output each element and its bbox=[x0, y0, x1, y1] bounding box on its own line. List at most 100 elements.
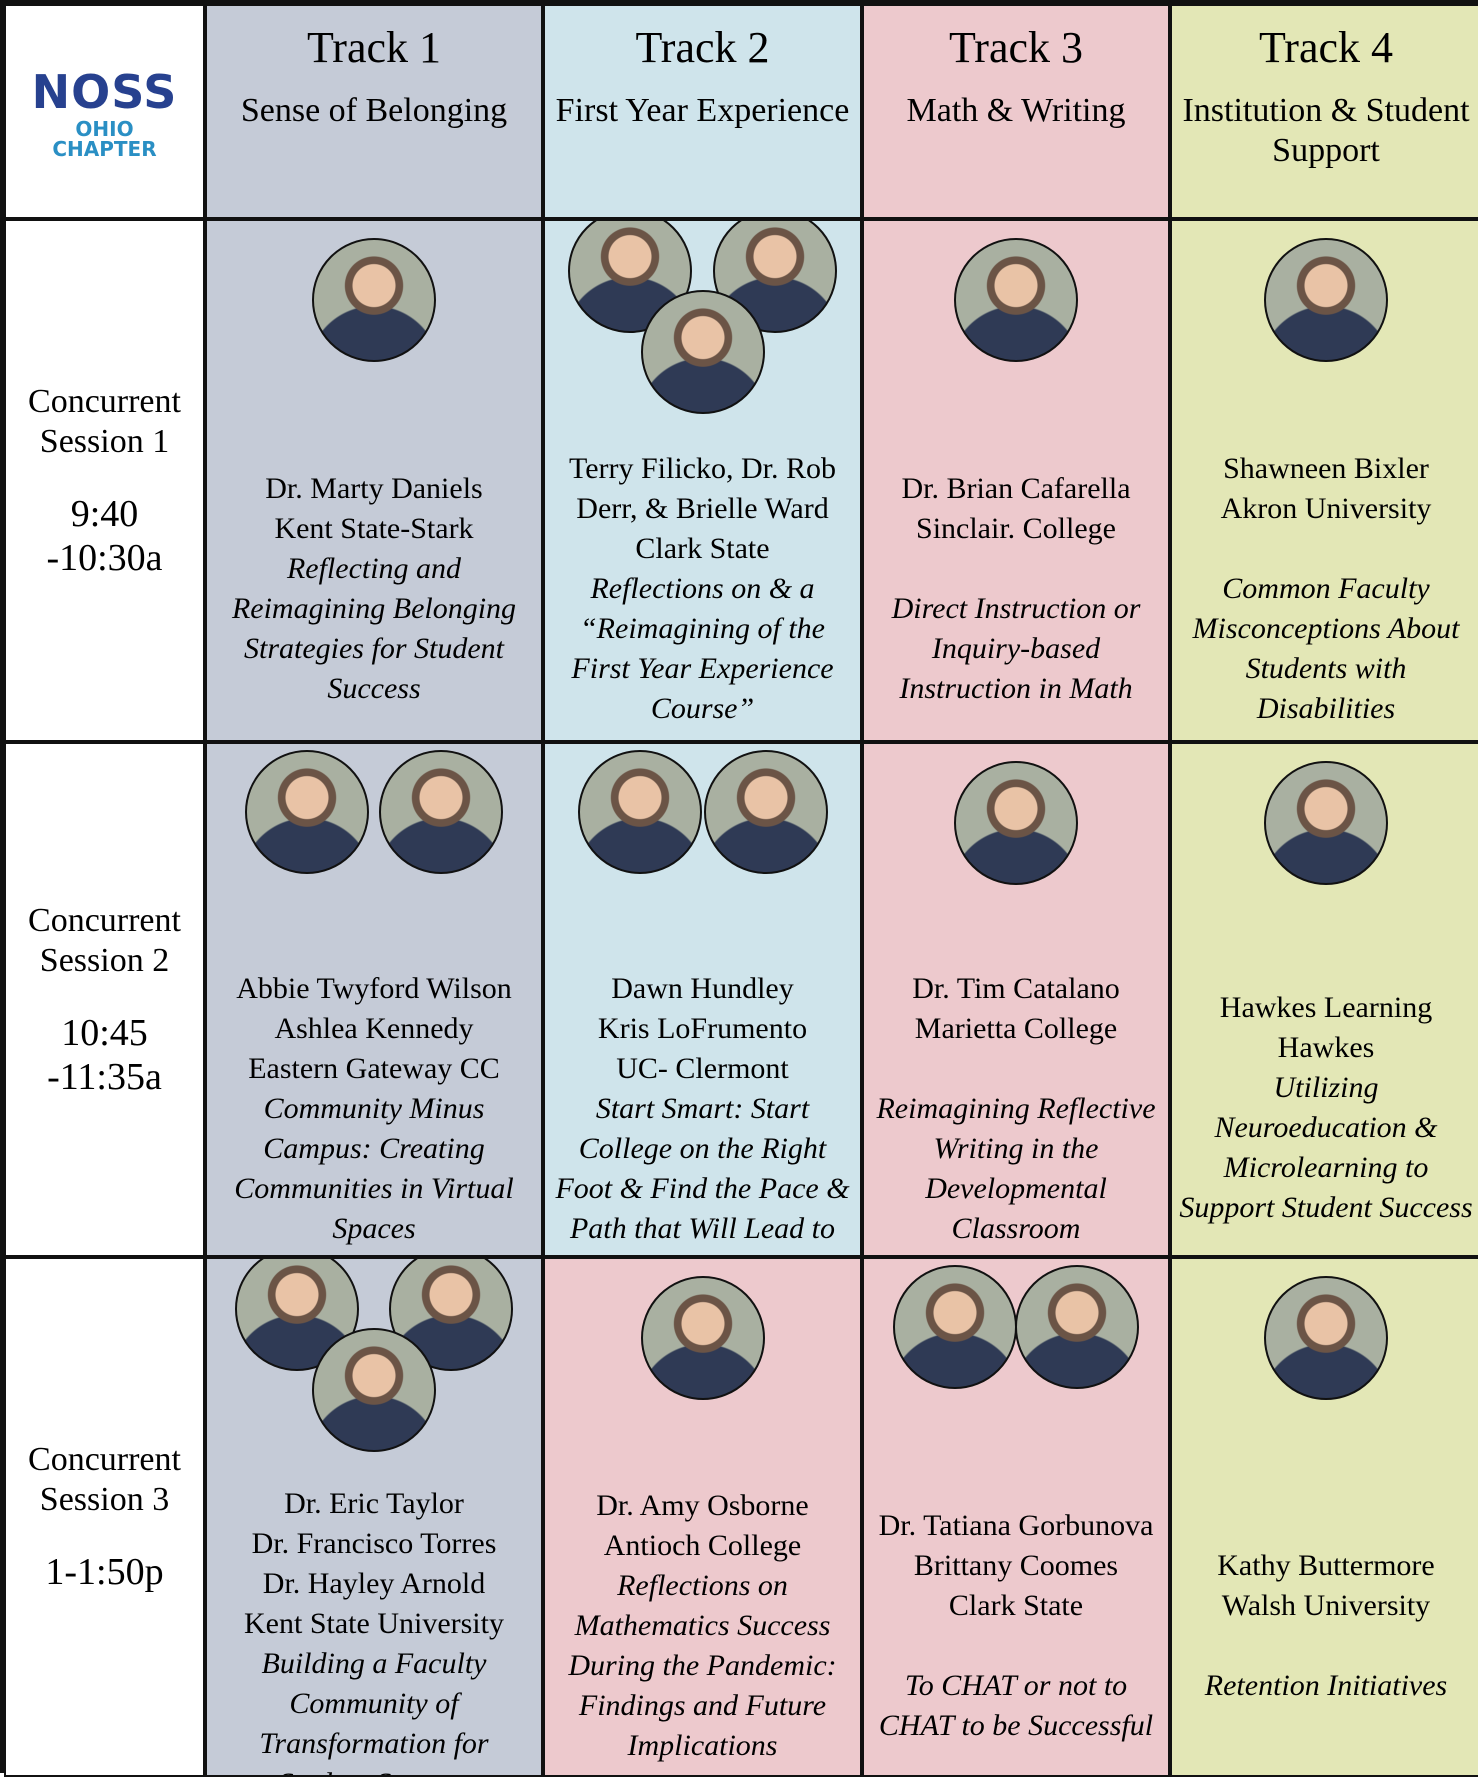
session-time: 10:45 -11:35a bbox=[47, 1011, 162, 1099]
logo: NOSS OHIO CHAPTER bbox=[32, 65, 178, 159]
photo-group bbox=[1172, 1259, 1478, 1484]
speaker-line: Hawkes Learning bbox=[1219, 991, 1433, 1024]
speaker-line: Dawn Hundley bbox=[611, 972, 794, 1005]
speaker-photo bbox=[1264, 760, 1388, 885]
presentation-title: Direct Instruction or Inquiry-based Inst… bbox=[891, 592, 1141, 705]
speaker-photo bbox=[640, 289, 765, 414]
session-name: Concurrent Session 3 bbox=[28, 1441, 181, 1518]
presentation-title: Building a Faculty Community of Transfor… bbox=[259, 1647, 489, 1775]
track-title: Track 2 bbox=[635, 23, 770, 72]
session-label: Concurrent Session 2 10:45 -11:35a bbox=[4, 742, 205, 1257]
speaker-line: Akron University bbox=[1220, 492, 1432, 525]
session-cell: Dr. Brian Cafarella Sinclair. College Dire… bbox=[862, 219, 1170, 742]
speaker-line: Antioch College bbox=[603, 1528, 802, 1562]
session-time: 1-1:50p bbox=[45, 1550, 163, 1594]
speaker-photo bbox=[1264, 237, 1388, 362]
speaker-line: Kris LoFrumento bbox=[597, 1012, 808, 1045]
track-subtitle: Math & Writing bbox=[906, 92, 1126, 129]
session-details: Dawn Hundley Kris LoFrumento UC- Clermont S… bbox=[545, 969, 860, 1255]
photo-group bbox=[207, 221, 541, 446]
logo-name: NOSS bbox=[31, 64, 178, 119]
logo-cell: NOSS OHIO CHAPTER bbox=[4, 4, 205, 219]
session-details: Dr. Marty Daniels Kent State-Stark Reflect… bbox=[207, 446, 541, 740]
speaker-line: Dr. Hayley Arnold bbox=[262, 1567, 486, 1600]
presentation-title: Common Faculty Misconceptions About Stud… bbox=[1192, 572, 1460, 725]
speaker-line: Dr. Brian Cafarella bbox=[901, 472, 1131, 505]
session-cell: Dr. Eric Taylor Dr. Francisco Torres Dr. H… bbox=[205, 1257, 543, 1777]
photo-group bbox=[864, 1259, 1168, 1484]
presentation-title: Start Smart: Start College on the Right … bbox=[555, 1092, 850, 1255]
speaker-photo bbox=[703, 749, 828, 874]
session-cell: Shawneen Bixler Akron University Common Fa… bbox=[1170, 219, 1478, 742]
photo-group bbox=[207, 744, 541, 969]
session-details: Abbie Twyford Wilson Ashlea Kennedy Easter… bbox=[207, 969, 541, 1255]
speaker-photo bbox=[1014, 1264, 1139, 1389]
presentation-title: Community Minus Campus: Creating Communi… bbox=[234, 1092, 514, 1245]
session-cell: Hawkes Learning Hawkes Utilizing Neuroeduc… bbox=[1170, 742, 1478, 1257]
speaker-line: Brittany Coomes bbox=[913, 1548, 1119, 1582]
speaker-photo bbox=[312, 237, 436, 362]
speaker-line: Dr. Tatiana Gorbunova bbox=[878, 1508, 1154, 1542]
presentation-title: Reflections on & a “Reimagining of the F… bbox=[571, 572, 834, 725]
track-subtitle: First Year Experience bbox=[555, 92, 850, 129]
track-header: Track 4 Institution & Student Support bbox=[1170, 4, 1478, 219]
track-header: Track 2 First Year Experience bbox=[543, 4, 862, 219]
speaker-line: Clark State bbox=[635, 532, 770, 565]
session-details: Dr. Eric Taylor Dr. Francisco Torres Dr. H… bbox=[207, 1484, 541, 1775]
photo-group bbox=[864, 221, 1168, 446]
speaker-line: Dr. Eric Taylor bbox=[284, 1487, 464, 1520]
logo-chapter: OHIO CHAPTER bbox=[52, 116, 157, 161]
speaker-photo bbox=[640, 1275, 765, 1400]
speaker-line: Hawkes bbox=[1277, 1031, 1375, 1064]
track-header: Track 1 Sense of Belonging bbox=[205, 4, 543, 219]
speaker-line: Sinclair. College bbox=[916, 512, 1116, 545]
speaker-line: Dr. Marty Daniels bbox=[265, 472, 483, 505]
presentation-title: Utilizing Neuroeducation & Microlearning… bbox=[1179, 1071, 1473, 1224]
session-time-line: 10:45 bbox=[61, 1011, 148, 1054]
session-cell: Dr. Amy Osborne Antioch College Reflection… bbox=[543, 1257, 862, 1777]
session-time-line: 9:40 bbox=[70, 492, 139, 535]
speaker-line: Walsh University bbox=[1221, 1588, 1431, 1622]
speaker-photo bbox=[312, 1327, 436, 1452]
session-label: Concurrent Session 1 9:40 -10:30a bbox=[4, 219, 205, 742]
track-subtitle: Sense of Belonging bbox=[240, 92, 508, 129]
speaker-photo bbox=[568, 221, 693, 333]
track-header: Track 3 Math & Writing bbox=[862, 4, 1170, 219]
track-subtitle: Institution & Student Support bbox=[1182, 92, 1470, 169]
photo-group bbox=[545, 1259, 860, 1484]
presentation-title: Reflections on Mathematics Success Durin… bbox=[568, 1568, 837, 1762]
speaker-line: Abbie Twyford Wilson bbox=[236, 972, 512, 1005]
session-cell: Abbie Twyford Wilson Ashlea Kennedy Easter… bbox=[205, 742, 543, 1257]
session-details: Hawkes Learning Hawkes Utilizing Neuroeduc… bbox=[1172, 969, 1478, 1255]
speaker-line: Clark State bbox=[948, 1588, 1084, 1622]
session-details: Kathy Buttermore Walsh University Retentio… bbox=[1199, 1484, 1453, 1775]
session-cell: Dr. Tim Catalano Marietta College Reimagin… bbox=[862, 742, 1170, 1257]
session-name: Concurrent Session 1 bbox=[28, 382, 181, 460]
presentation-title: Reimagining Reflective Writing in the De… bbox=[876, 1092, 1156, 1245]
session-details: Dr. Tim Catalano Marietta College Reimagin… bbox=[864, 969, 1168, 1255]
photo-group bbox=[1172, 221, 1478, 446]
speaker-photo bbox=[954, 237, 1078, 362]
presentation-title: To CHAT or not to CHAT to be Successful bbox=[878, 1668, 1154, 1742]
track-title: Track 3 bbox=[948, 23, 1084, 72]
speaker-photo bbox=[893, 1264, 1018, 1389]
speaker-photo bbox=[378, 749, 503, 874]
session-time: 9:40 -10:30a bbox=[46, 492, 162, 580]
session-cell: Dr. Tatiana Gorbunova Brittany Coomes Clar… bbox=[862, 1257, 1170, 1777]
session-cell: Dawn Hundley Kris LoFrumento UC- Clermont S… bbox=[543, 742, 862, 1257]
speaker-line: Dr. Amy Osborne bbox=[596, 1488, 809, 1522]
session-cell: Terry Filicko, Dr. Rob Derr, & Brielle W… bbox=[543, 219, 862, 742]
photo-group bbox=[864, 744, 1168, 969]
photo-group bbox=[207, 1259, 541, 1484]
speaker-line: Shawneen Bixler bbox=[1223, 452, 1429, 485]
session-time-line: -11:35a bbox=[47, 1055, 162, 1098]
presentation-title: Retention Initiatives bbox=[1204, 1668, 1448, 1702]
speaker-line: Terry Filicko, Dr. Rob Derr, & Brielle W… bbox=[568, 452, 837, 525]
session-time-line: 1-1:50p bbox=[45, 1551, 164, 1593]
session-details: Dr. Brian Cafarella Sinclair. College Dire… bbox=[864, 446, 1168, 740]
session-time-line: -10:30a bbox=[46, 536, 163, 579]
speaker-photo bbox=[954, 760, 1078, 885]
track-title: Track 1 bbox=[306, 23, 442, 72]
session-details: Terry Filicko, Dr. Rob Derr, & Brielle W… bbox=[545, 446, 860, 740]
